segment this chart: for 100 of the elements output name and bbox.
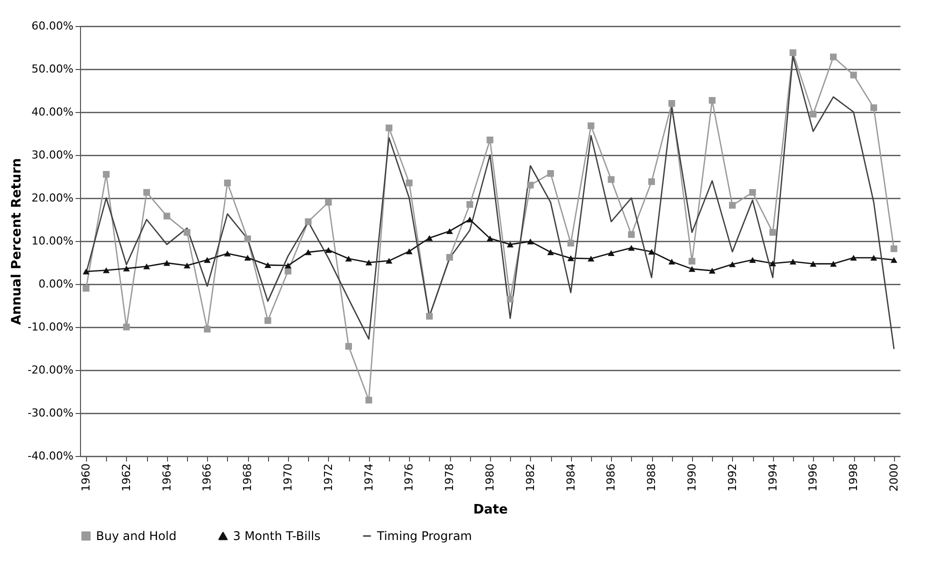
point xyxy=(163,212,170,220)
x-tick-label: 1976 xyxy=(402,464,416,492)
point xyxy=(123,266,130,272)
point xyxy=(386,124,392,132)
point xyxy=(143,263,150,270)
point xyxy=(749,257,756,263)
point xyxy=(749,189,756,196)
point xyxy=(466,201,474,208)
point xyxy=(729,261,736,268)
point xyxy=(102,267,110,274)
point xyxy=(82,268,90,274)
point xyxy=(446,254,453,261)
point xyxy=(486,136,494,144)
point xyxy=(850,254,857,261)
point xyxy=(304,249,312,256)
point xyxy=(224,180,231,186)
point xyxy=(608,250,615,256)
point xyxy=(365,260,372,266)
point xyxy=(466,216,474,222)
point xyxy=(486,236,494,242)
point xyxy=(184,229,190,236)
point xyxy=(506,242,514,248)
point xyxy=(244,254,251,261)
point xyxy=(810,110,817,118)
point xyxy=(769,260,776,266)
point xyxy=(688,266,696,272)
point xyxy=(668,100,676,107)
point xyxy=(769,229,776,236)
point xyxy=(588,122,594,130)
y-axis-title: Annual Percent Return xyxy=(10,158,25,325)
y-tick-label: 50.00% xyxy=(32,62,74,76)
legend-label: 3 Month T-Bills xyxy=(233,529,320,543)
y-tick-label: 40.00% xyxy=(32,106,74,118)
point xyxy=(102,170,110,178)
point xyxy=(325,198,332,206)
point xyxy=(648,248,655,255)
point xyxy=(345,256,352,262)
x-tick-label: 1996 xyxy=(806,464,820,492)
y-tick-label: -40.00% xyxy=(28,450,74,462)
legend-label: Timing Program xyxy=(376,529,472,543)
x-tick-label: 1994 xyxy=(766,464,780,492)
x-tick-label: 1984 xyxy=(564,464,578,492)
point xyxy=(386,258,392,264)
point xyxy=(708,268,716,274)
x-tick-label: 1986 xyxy=(604,464,618,492)
y-tick-label: -10.00% xyxy=(28,320,74,334)
point xyxy=(527,182,534,188)
point xyxy=(163,260,170,266)
x-axis-title: Date xyxy=(473,502,508,518)
point xyxy=(527,238,534,244)
x-tick-label: 1988 xyxy=(645,464,658,492)
point xyxy=(143,189,150,196)
point xyxy=(365,396,372,404)
point xyxy=(547,170,554,177)
point xyxy=(870,104,878,112)
point xyxy=(345,342,352,350)
point xyxy=(588,256,594,262)
point xyxy=(850,72,857,78)
point xyxy=(608,176,615,183)
x-tick-label: 1972 xyxy=(322,464,335,492)
x-tick-label: 1998 xyxy=(847,464,860,492)
point xyxy=(890,257,898,263)
x-tick-label: 1970 xyxy=(282,464,295,492)
x-tick-label: 1980 xyxy=(484,464,496,492)
x-tick-label: 1992 xyxy=(726,464,739,492)
point xyxy=(567,255,574,262)
point xyxy=(790,258,796,265)
point xyxy=(264,262,272,268)
x-tick-label: 1990 xyxy=(685,464,698,492)
point xyxy=(304,218,312,226)
point xyxy=(264,317,272,324)
point xyxy=(406,248,413,254)
point xyxy=(123,324,130,330)
point xyxy=(426,235,433,241)
point xyxy=(325,247,332,253)
point xyxy=(82,284,90,292)
x-tick-label: 1974 xyxy=(362,464,376,492)
point xyxy=(426,312,433,320)
point xyxy=(224,250,231,256)
x-tick-label: 1960 xyxy=(80,464,93,492)
point xyxy=(547,249,554,256)
point xyxy=(567,240,574,247)
point xyxy=(708,97,716,104)
point xyxy=(204,326,211,333)
point xyxy=(204,257,211,263)
y-tick-label: 20.00% xyxy=(32,192,74,204)
x-tick-label: 1978 xyxy=(443,464,456,492)
point xyxy=(668,258,676,265)
point xyxy=(284,268,292,274)
point xyxy=(830,260,837,267)
x-tick-label: 1966 xyxy=(200,464,214,492)
y-tick-label: -20.00% xyxy=(28,364,74,376)
point xyxy=(244,235,251,242)
x-tick-label: 1982 xyxy=(524,464,537,492)
point xyxy=(406,180,413,186)
x-tick-label: 1962 xyxy=(120,464,133,492)
y-tick-label: -30.00% xyxy=(28,406,74,420)
point xyxy=(830,54,837,60)
y-tick-label: 0.00% xyxy=(38,278,74,290)
point xyxy=(446,228,453,234)
